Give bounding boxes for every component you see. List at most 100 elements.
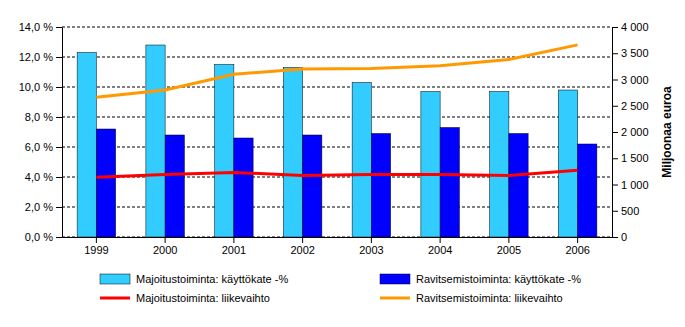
tick-mark <box>371 237 372 243</box>
tick-label: 2001 <box>222 244 246 256</box>
bar <box>421 92 440 238</box>
grid <box>62 27 612 237</box>
tick-mark <box>612 211 618 212</box>
tick: 1999 <box>84 237 108 256</box>
tick: 4,0 % <box>25 171 62 183</box>
legend-label: Ravitsemistoiminta: käyttökate -% <box>416 273 581 285</box>
tick: 3 000 <box>612 74 649 86</box>
bar <box>440 128 459 238</box>
legend-label: Ravitsemistoiminta: liikevaihto <box>416 292 563 304</box>
axis-line <box>63 237 613 238</box>
bar <box>303 135 322 237</box>
tick-mark <box>612 106 618 107</box>
tick: 10,0 % <box>19 81 62 93</box>
tick: 2001 <box>222 237 246 256</box>
legend-swatch <box>100 297 130 300</box>
bar <box>352 83 371 238</box>
legend-label: Majoitustoiminta: käyttökate -% <box>136 273 288 285</box>
tick: 1 500 <box>612 152 649 164</box>
tick-label: 6,0 % <box>25 141 53 153</box>
legend-label: Majoitustoiminta: liikevaihto <box>136 292 270 304</box>
tick-mark <box>302 237 303 243</box>
tick-mark <box>612 132 618 133</box>
tick-mark <box>56 117 62 118</box>
tick: 1 000 <box>612 179 649 191</box>
tick-mark <box>56 57 62 58</box>
bar <box>234 138 253 237</box>
tick-mark <box>56 237 62 238</box>
tick-mark <box>612 53 618 54</box>
tick-mark <box>612 80 618 81</box>
tick-label: 2003 <box>359 244 383 256</box>
tick: 2003 <box>359 237 383 256</box>
line <box>96 170 577 177</box>
tick-label: 3 000 <box>621 74 649 86</box>
chart: 0,0 % 2,0 % 4,0 % 6,0 % 8,0 % 10,0 % 12,0 % 14,… <box>0 0 685 327</box>
tick: 2,0 % <box>25 201 62 213</box>
y2-axis: 0 500 1 000 1 500 2 000 2 500 3 000 3 500 4 000 <box>612 21 649 243</box>
tick-label: 0,0 % <box>25 231 53 243</box>
tick-mark <box>56 87 62 88</box>
tick-label: 1 500 <box>621 152 649 164</box>
tick: 2004 <box>428 237 452 256</box>
tick: 2 500 <box>612 100 649 112</box>
bar <box>371 134 390 238</box>
bar <box>578 144 597 237</box>
tick-label: 14,0 % <box>19 21 53 33</box>
bar <box>96 129 115 237</box>
tick-label: 2000 <box>153 244 177 256</box>
tick-label: 1 000 <box>621 179 649 191</box>
tick-label: 2006 <box>565 244 589 256</box>
tick: 2005 <box>497 237 521 256</box>
plot-area: 0,0 % 2,0 % 4,0 % 6,0 % 8,0 % 10,0 % 12,0 % 14,… <box>19 21 649 256</box>
tick: 0,0 % <box>25 231 62 243</box>
bar <box>490 92 509 238</box>
axis-line <box>62 28 63 238</box>
tick: 2 000 <box>612 126 649 138</box>
tick: 2000 <box>153 237 177 256</box>
line <box>96 45 577 98</box>
tick-mark <box>577 237 578 243</box>
legend-swatch <box>100 274 130 284</box>
tick-mark <box>612 237 618 238</box>
legend-swatch <box>380 274 410 284</box>
x-axis: 1999 2000 2001 2002 2003 2004 2005 2006 <box>63 237 613 256</box>
tick-label: 500 <box>621 205 639 217</box>
tick-mark <box>233 237 234 243</box>
y-axis: 0,0 % 2,0 % 4,0 % 6,0 % 8,0 % 10,0 % 12,0 % 14,… <box>19 21 63 243</box>
tick: 0 <box>612 231 627 243</box>
bar <box>77 53 96 238</box>
tick-mark <box>56 27 62 28</box>
tick: 3 500 <box>612 47 649 59</box>
tick-mark <box>56 177 62 178</box>
tick: 12,0 % <box>19 51 62 63</box>
legend: Majoitustoiminta: käyttökate -% Ravitsemi… <box>100 273 581 304</box>
tick-mark <box>612 185 618 186</box>
tick-label: 4,0 % <box>25 171 53 183</box>
tick-label: 2 000 <box>621 126 649 138</box>
grid-line <box>62 87 612 88</box>
bar <box>283 68 302 238</box>
tick-mark <box>56 207 62 208</box>
bar <box>215 65 234 238</box>
grid-line <box>62 117 612 118</box>
tick: 4 000 <box>612 21 649 33</box>
tick-mark <box>56 147 62 148</box>
tick-label: 8,0 % <box>25 111 53 123</box>
grid-line <box>62 147 612 148</box>
tick-label: 2,0 % <box>25 201 53 213</box>
tick-label: 1999 <box>84 244 108 256</box>
grid-line <box>62 27 612 28</box>
axis-title: Miljoonaa euroa <box>660 86 674 178</box>
tick-mark <box>440 237 441 243</box>
tick-label: 2004 <box>428 244 452 256</box>
tick-label: 2002 <box>290 244 314 256</box>
marks <box>77 45 597 237</box>
bar <box>558 90 577 237</box>
tick: 2002 <box>290 237 314 256</box>
tick: 2006 <box>565 237 589 256</box>
tick-label: 4 000 <box>621 21 649 33</box>
tick-label: 2 500 <box>621 100 649 112</box>
bar <box>509 134 528 238</box>
tick-mark <box>508 237 509 243</box>
